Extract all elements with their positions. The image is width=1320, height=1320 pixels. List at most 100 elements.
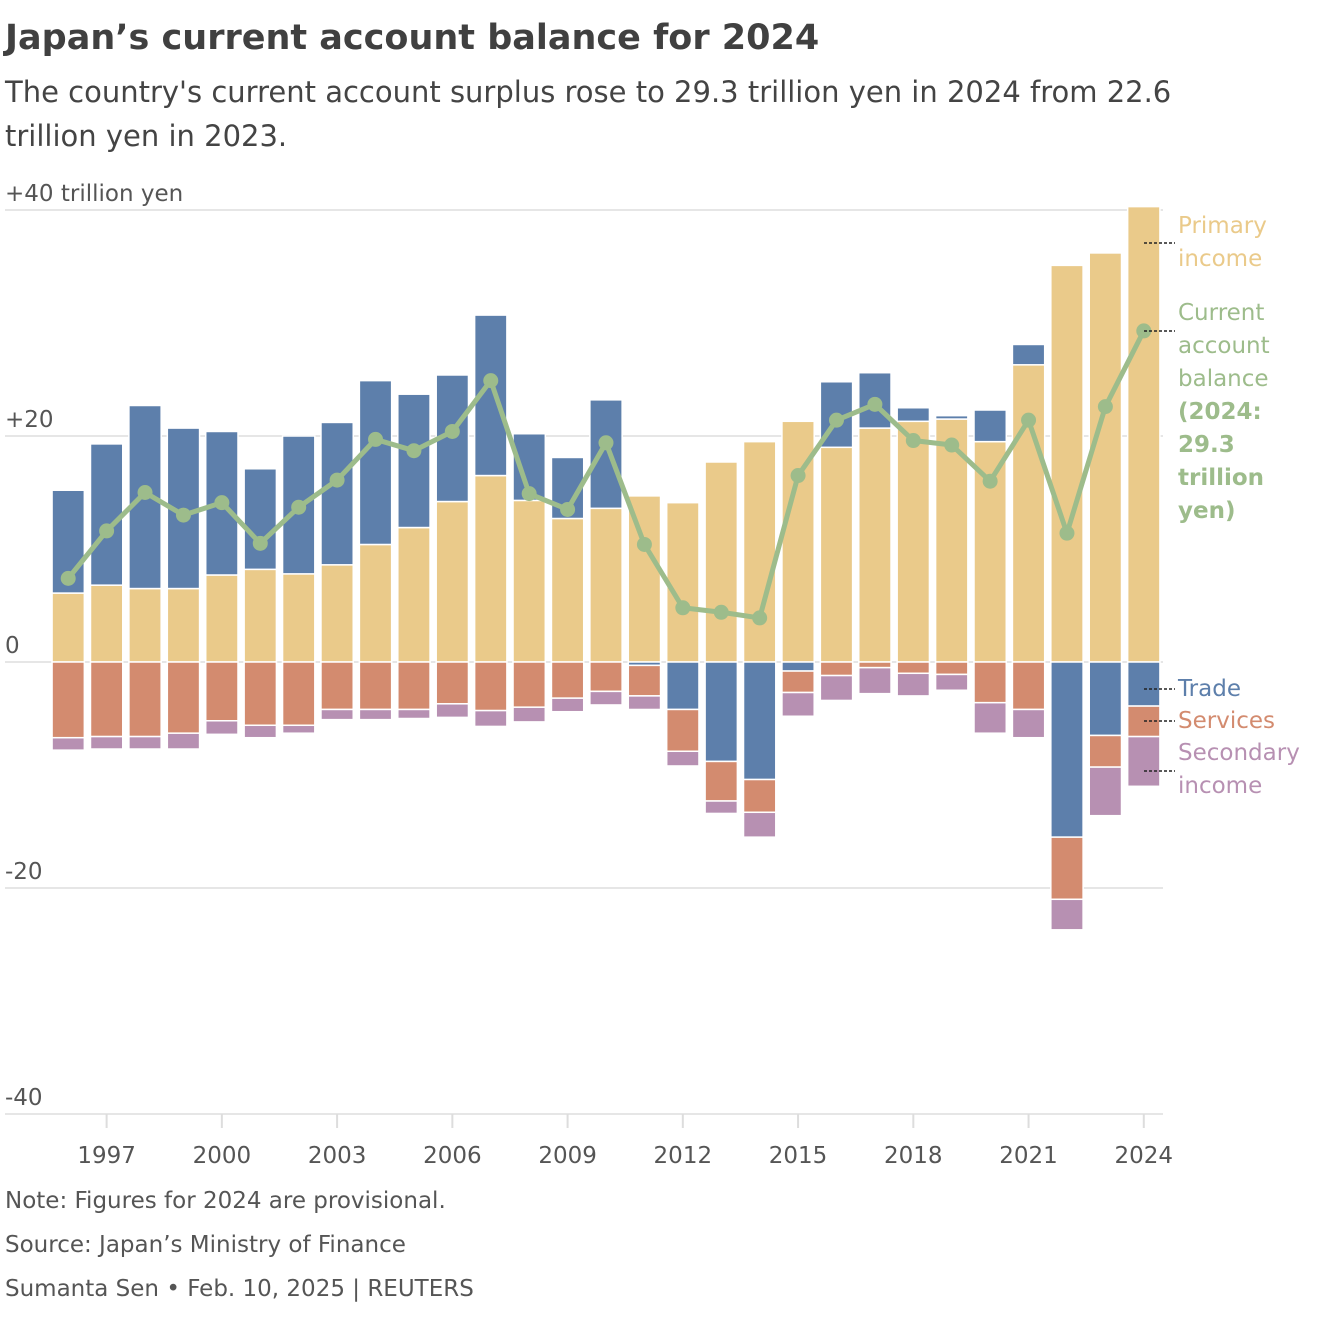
bar-segment [589,690,623,706]
bar-segment [243,661,278,727]
bar-segment [781,691,815,717]
line-marker [291,499,307,515]
bar-segment [204,661,239,722]
bar-segment [204,430,239,576]
bar-segment [973,661,1008,704]
line-marker [713,604,729,620]
x-tick-label: 1997 [77,1143,136,1169]
bar-segment [435,500,470,663]
bar-segment [550,517,585,663]
bar-segment [896,420,931,663]
bar-segment [204,574,239,663]
line-marker [675,600,691,616]
bar-segment [473,661,508,712]
line-marker [1136,323,1152,339]
legend-primary: Primary income [1178,213,1267,272]
legend-balance-name: Current account balance [1178,300,1270,392]
bar-segment [358,661,393,711]
bar-segment [243,724,278,739]
bar-segment [896,672,931,697]
bar-segment [550,697,585,713]
line-marker [406,443,422,459]
bar-segment [973,409,1008,443]
bar-segment [742,778,777,814]
bar-segment [781,661,815,672]
bar-segment [665,708,700,753]
bar-segment [1011,364,1046,663]
line-marker [99,523,115,539]
line-marker [905,433,921,449]
bar-segment [243,568,278,663]
bar-segment [320,564,354,663]
bar-segment [358,543,393,663]
bar-segment [204,720,239,736]
bar-segment [1088,252,1123,663]
bar-segment [550,661,585,699]
bar-segment [512,706,547,723]
bar-segment [89,735,124,750]
x-tick-label: 2003 [308,1143,367,1169]
bar-segment [1011,661,1046,711]
bar-segment [320,421,354,566]
y-tick-label: -40 [5,1085,43,1111]
y-tick-label: +40 trillion yen [5,181,183,207]
chart-title: Japan’s current account balance for 2024 [5,18,820,58]
x-tick-label: 2018 [884,1143,943,1169]
line-marker [137,485,153,500]
bar-segment [358,379,393,546]
bar-segment [1050,898,1084,931]
x-tick-label: 2021 [999,1143,1058,1169]
y-tick-label: 0 [5,633,20,659]
bar-segment [627,695,662,711]
bar-segment [166,732,201,750]
bar-segment [320,661,354,711]
line-marker [521,486,537,502]
x-tick-label: 2009 [538,1143,597,1169]
line-marker [598,435,614,451]
bar-segment [627,495,662,663]
bar-segment [665,750,700,767]
y-tick-label: +20 [5,407,54,433]
bar-segment [512,499,547,663]
bar-segment [704,461,739,663]
bar-segment [166,587,201,663]
bar-segment [819,674,854,702]
line-marker [1097,399,1113,415]
line-marker [867,396,883,412]
line-marker [828,412,844,428]
bar-segment [934,414,969,420]
bar-segment [934,418,969,663]
bar-segment [704,760,739,802]
line-marker [60,570,76,586]
bar-segment [435,703,470,719]
bar-segment [1088,661,1123,737]
bar-segment [704,661,739,763]
bar-segment [704,800,739,815]
bar-segment [89,584,124,663]
bar-segment [858,427,892,663]
line-marker [790,468,806,484]
legend-balance: Current account balance (2024: 29.3 tril… [1178,297,1320,528]
bar-segment [281,661,316,727]
line-marker [214,495,230,511]
line-marker [483,373,499,389]
bar-segment [1011,708,1046,739]
line-marker [636,536,652,552]
bar-segment [166,661,201,734]
bar-segment [358,708,393,721]
bar-segment [858,661,892,669]
bar-segment [934,673,969,691]
legend-secondary: Secondary income [1178,740,1300,799]
bar-segment [128,587,162,663]
bar-segment [742,661,777,781]
bar-segment [89,661,124,738]
bar-segment [473,474,508,663]
bar-segment [89,443,124,586]
line-marker [1059,525,1075,541]
bar-segment [742,811,777,838]
line-marker [444,423,460,439]
bar-segment [1011,343,1046,366]
bar-segment [435,661,470,705]
bar-segment [742,440,777,663]
